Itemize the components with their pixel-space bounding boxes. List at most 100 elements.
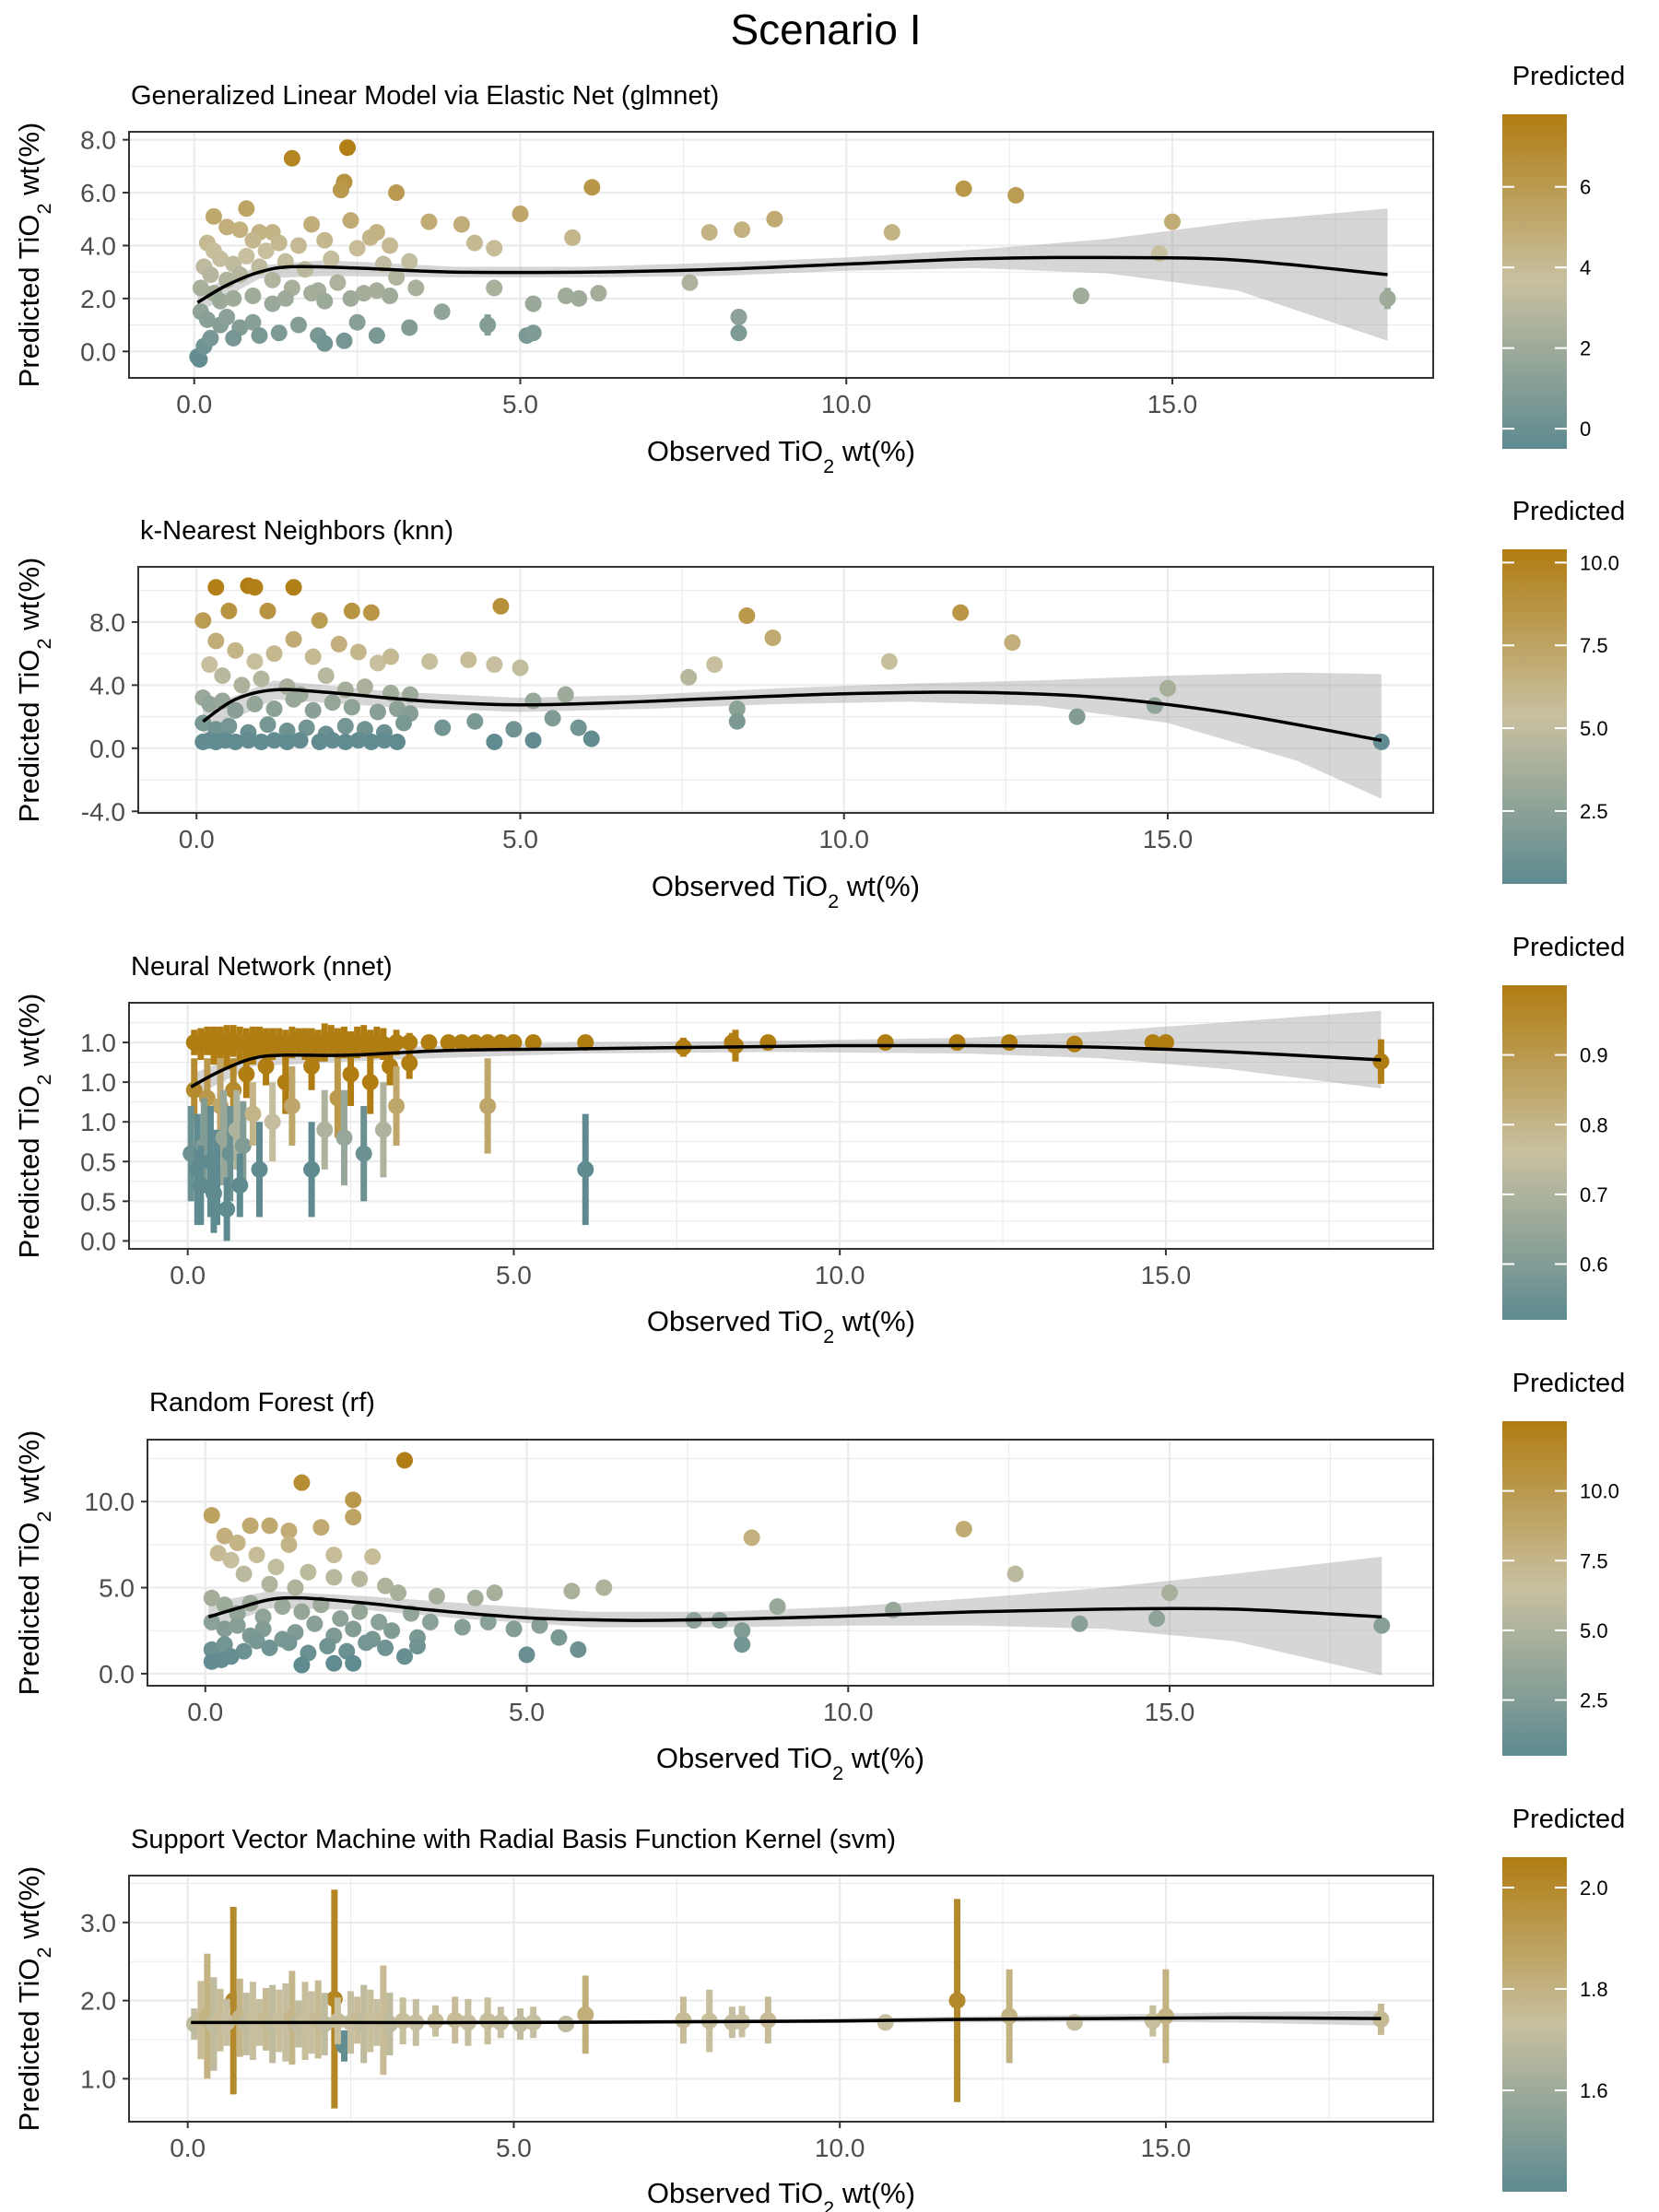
- y-tick-label: 1.0: [80, 1108, 116, 1136]
- data-point: [324, 694, 341, 712]
- data-point: [1065, 1035, 1083, 1053]
- data-point: [300, 1563, 317, 1581]
- data-point: [335, 332, 353, 349]
- data-point: [675, 2011, 692, 2029]
- data-point: [343, 699, 360, 716]
- data-point: [251, 327, 268, 345]
- data-point: [254, 1608, 272, 1626]
- data-point: [362, 733, 380, 750]
- data-point: [285, 579, 302, 596]
- data-point: [227, 701, 244, 719]
- panel-border: [137, 566, 1434, 814]
- data-point: [345, 1620, 362, 1638]
- data-point: [505, 1620, 523, 1638]
- data-point: [382, 648, 399, 665]
- data-point: [1379, 289, 1396, 307]
- data-point: [582, 730, 600, 747]
- data-point: [955, 180, 972, 197]
- colorbar-label: 2.5: [1580, 800, 1608, 823]
- data-point: [388, 1097, 406, 1114]
- data-point: [390, 1584, 407, 1602]
- data-point: [531, 1617, 548, 1634]
- data-point: [420, 1034, 438, 1052]
- data-point: [524, 295, 542, 312]
- y-tick-label: -4.0: [81, 797, 125, 826]
- legend: Predicted 0.6 0.7 0.8 0.9: [1502, 933, 1625, 1320]
- data-point: [479, 316, 497, 334]
- gridlines: [147, 1440, 1433, 1686]
- data-point: [216, 1596, 233, 1614]
- data-point: [306, 1615, 324, 1632]
- data-point: [244, 313, 262, 331]
- colorbar-label: 1.6: [1580, 2079, 1608, 2102]
- y-tick-label: 2.0: [80, 285, 116, 313]
- panel-title: Random Forest (rf): [149, 1388, 375, 1418]
- data-point: [205, 1184, 222, 1202]
- data-point: [293, 1474, 311, 1491]
- data-point: [377, 1639, 394, 1656]
- data-point: [375, 732, 393, 749]
- colorbar: [1502, 985, 1567, 1320]
- data-point: [505, 721, 523, 738]
- panel-2: 0.0 5.0 10.0 15.0 -4.0 0.0 4.0 8.0 k-Nearest Nei…: [13, 497, 1625, 912]
- data-point: [238, 247, 255, 265]
- data-point: [348, 313, 366, 331]
- data-point: [355, 1145, 372, 1162]
- data-point: [192, 1177, 209, 1194]
- data-point: [948, 1034, 966, 1052]
- data-point: [351, 1603, 369, 1620]
- data-point: [1071, 1615, 1088, 1632]
- data-point: [1006, 1565, 1024, 1583]
- data-point: [342, 212, 359, 229]
- data-point: [952, 604, 970, 621]
- data-point: [205, 207, 222, 225]
- data-point: [304, 701, 322, 719]
- data-point: [241, 1517, 259, 1535]
- data-point: [339, 139, 357, 157]
- data-point: [238, 1065, 255, 1083]
- data-point: [316, 335, 334, 352]
- data-point: [246, 695, 264, 712]
- data-point: [486, 656, 503, 674]
- y-tick-label: 0.5: [80, 1147, 116, 1176]
- data-point: [285, 630, 302, 648]
- data-point: [343, 602, 360, 619]
- data-point: [198, 311, 216, 328]
- y-tick-label: 0.0: [80, 1227, 116, 1255]
- data-point: [434, 719, 452, 736]
- x-tick-label: 0.0: [187, 1698, 223, 1726]
- data-point: [388, 184, 406, 202]
- x-axis-title: Observed TiO2​ wt(%): [647, 2177, 915, 2212]
- data-point: [304, 648, 322, 665]
- data-point: [564, 229, 582, 246]
- data-point: [225, 329, 242, 347]
- data-point: [316, 1121, 334, 1138]
- data-point: [453, 1618, 471, 1636]
- data-point: [590, 285, 607, 302]
- data-point: [389, 700, 406, 718]
- x-tick-label: 15.0: [1143, 825, 1194, 853]
- x-tick-label: 5.0: [496, 2134, 532, 2162]
- data-point: [1007, 186, 1025, 204]
- x-tick-label: 15.0: [1147, 390, 1198, 418]
- colorbar-label: 2.0: [1580, 1877, 1608, 1900]
- panel-border: [128, 1875, 1434, 2123]
- data-point: [524, 1034, 542, 1052]
- data-point: [427, 2012, 444, 2030]
- data-point: [766, 210, 783, 228]
- data-point: [453, 1034, 470, 1052]
- data-point: [382, 237, 398, 254]
- data-point: [730, 308, 747, 325]
- data-point: [550, 1629, 568, 1646]
- data-point: [1146, 697, 1163, 714]
- data-point: [401, 253, 418, 270]
- y-tick-label: 4.0: [89, 671, 125, 700]
- data-point: [466, 1589, 484, 1606]
- smooth-fit-line: [196, 255, 1388, 304]
- panel-title: k-Nearest Neighbors (knn): [140, 516, 453, 546]
- data-point: [298, 719, 315, 736]
- data-point: [1372, 733, 1390, 750]
- x-tick-label: 0.0: [170, 1261, 206, 1289]
- data-point: [505, 1034, 523, 1052]
- data-point: [479, 1613, 497, 1630]
